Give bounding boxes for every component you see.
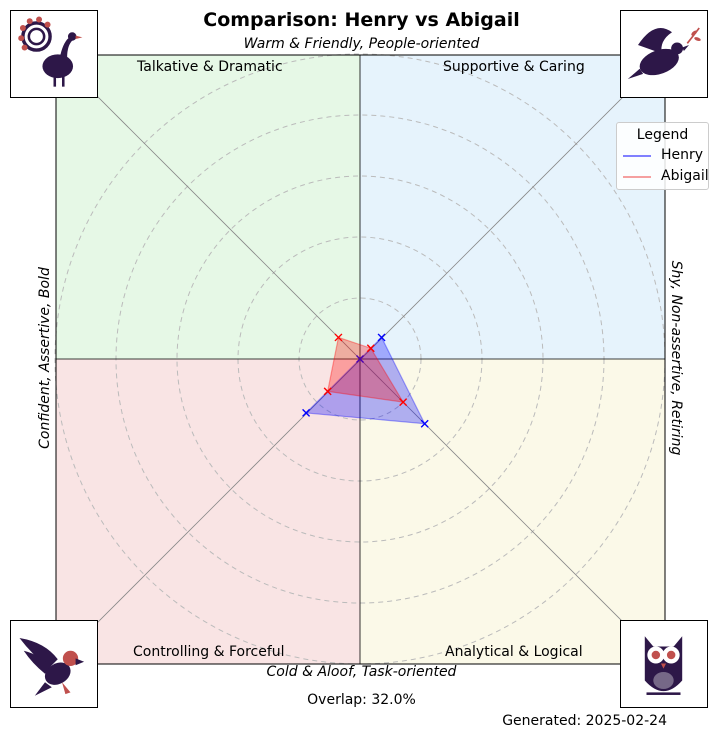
axis-label-top: Warm & Friendly, People-oriented	[243, 36, 480, 52]
dove-icon	[620, 10, 708, 98]
generated-date: Generated: 2025-02-24	[502, 713, 667, 729]
axis-label-right: Shy, Non-assertive, Retiring	[668, 260, 684, 456]
quadrant-label-top-left: Talkative & Dramatic	[137, 59, 283, 75]
data-point-henry-top-right	[377, 333, 386, 342]
data-point-abigail-top-right	[366, 344, 375, 353]
series-henry	[302, 333, 429, 428]
peacock-icon	[10, 10, 98, 98]
legend-label-abigail: Abigail	[661, 168, 709, 184]
legend-swatch-henry	[623, 155, 651, 157]
data-point-henry-top-left	[356, 355, 364, 363]
quadrant-label-bottom-left: Controlling & Forceful	[133, 644, 285, 660]
legend-title: Legend	[636, 127, 689, 143]
data-point-abigail-bottom-left	[323, 387, 332, 396]
quadrant-label-bottom-right: Analytical & Logical	[445, 644, 583, 660]
data-point-henry-bottom-right	[420, 419, 429, 428]
eagle-icon	[10, 620, 98, 708]
legend-swatch-abigail	[623, 176, 651, 178]
axis-label-bottom: Cold & Aloof, Task-oriented	[266, 664, 457, 680]
plot-frame	[55, 54, 666, 665]
series-abigail	[323, 333, 408, 407]
legend: Legend Henry Abigail	[616, 122, 709, 190]
axis-label-left: Confident, Assertive, Bold	[37, 267, 53, 449]
data-point-abigail-bottom-right	[399, 398, 408, 407]
owl-icon	[620, 620, 708, 708]
data-point-henry-bottom-left	[302, 408, 311, 417]
data-point-abigail-top-left	[334, 333, 343, 342]
legend-label-henry: Henry	[661, 147, 704, 163]
overlap-text: Overlap: 32.0%	[307, 692, 416, 708]
chart-title: Comparison: Henry vs Abigail	[203, 9, 520, 31]
quadrant-label-top-right: Supportive & Caring	[443, 59, 585, 75]
